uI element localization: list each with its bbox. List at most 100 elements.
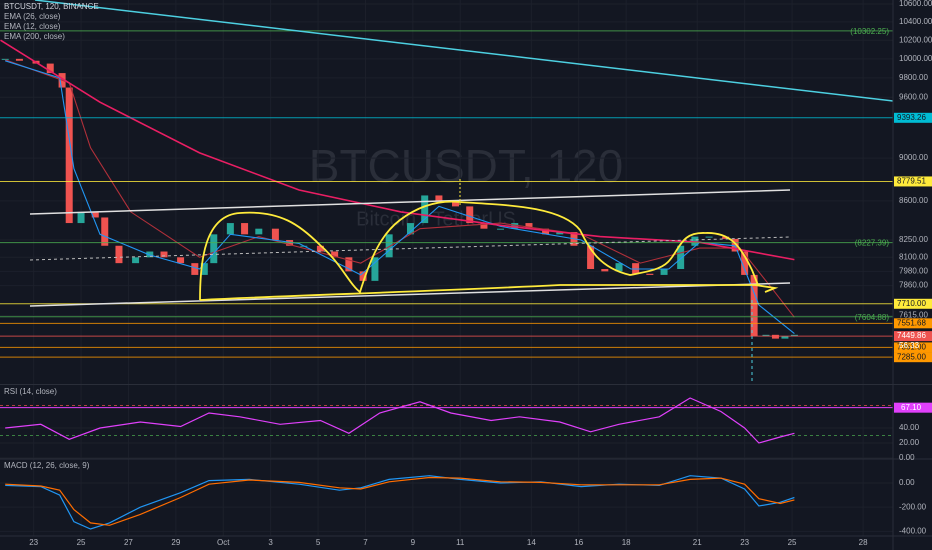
level-label: (8227.39): [855, 239, 890, 248]
candle: [210, 234, 218, 264]
y-tick-label: 10400.00: [899, 17, 932, 26]
candle: [255, 228, 263, 235]
candle: [15, 58, 23, 61]
candle: [132, 257, 140, 264]
price-tag: [894, 176, 932, 187]
candle: [1, 58, 9, 60]
pattern-drawing: [199, 200, 779, 301]
indicator-line: [5, 397, 795, 444]
candle: [705, 236, 713, 238]
price-tag: [894, 352, 932, 363]
candle: [406, 223, 414, 235]
candle: [65, 87, 73, 224]
candle: [271, 228, 279, 241]
x-tick-label: 11: [456, 538, 465, 547]
y-tick-label: 0.00: [899, 478, 915, 487]
x-tick-label: 7: [363, 538, 368, 547]
y-tick-label: 7615.00: [899, 311, 928, 320]
y-tick-label: 10600.00: [899, 0, 932, 8]
x-tick-label: 3: [268, 538, 273, 547]
candle: [542, 228, 550, 235]
candle: [750, 274, 758, 337]
candle: [385, 234, 393, 258]
marks: [0, 30, 893, 530]
macd-title: MACD (12, 26, close, 9): [4, 461, 90, 470]
price-tag: [894, 402, 932, 413]
candle: [191, 263, 199, 275]
legend-entry: EMA (12, close): [4, 22, 61, 31]
channel-mid: [29, 236, 791, 261]
candle: [556, 232, 564, 235]
watermark: BTCUSDT, 120: [309, 140, 623, 192]
candle: [371, 257, 379, 281]
y-tick-label: 9600.00: [899, 92, 928, 101]
candle: [226, 223, 234, 235]
candle: [316, 245, 324, 252]
candle: [435, 195, 443, 201]
x-tick-label: 14: [527, 538, 536, 547]
price-tag-label: 7285.00: [897, 352, 926, 361]
y-tick-label: 10000.00: [899, 54, 932, 63]
price-tag-label: 7361.00: [897, 343, 926, 352]
price-tag: [894, 342, 932, 353]
price-tag: [894, 318, 932, 329]
price-tag: [894, 331, 932, 342]
candle: [741, 251, 749, 275]
price-tag-label: 8779.51: [897, 177, 926, 186]
x-tick-label: 25: [77, 538, 86, 547]
candle: [762, 334, 770, 337]
candle: [480, 223, 488, 229]
candle: [615, 263, 623, 272]
y-tick-label: -400.00: [899, 526, 927, 535]
trend-line: [34, 0, 894, 102]
x-tick-label: 16: [574, 538, 583, 547]
x-tick-label: 25: [788, 538, 797, 547]
labels: BTCUSDT, 120, BINANCE RSI (14, close) MA…: [4, 0, 932, 547]
channel-bottom: [29, 282, 791, 307]
candle: [497, 228, 505, 230]
level-label: (10302.25): [850, 27, 889, 36]
candle: [115, 245, 123, 264]
candle: [345, 257, 353, 272]
candle: [781, 336, 789, 339]
price-tag-label: 67.10: [901, 403, 922, 412]
indicator-line: [5, 476, 795, 526]
y-tick-label: 8100.00: [899, 252, 928, 261]
candle: [466, 206, 474, 224]
symbol-title: BTCUSDT, 120, BINANCE: [4, 2, 99, 11]
candle: [160, 251, 168, 258]
price-tag-label: 7710.00: [897, 299, 926, 308]
candle: [601, 269, 609, 272]
y-tick-label: 20.00: [899, 438, 920, 447]
y-tick-label: 10200.00: [899, 35, 932, 44]
x-tick-label: 5: [316, 538, 321, 547]
y-tick-label: 7980.00: [899, 266, 928, 275]
y-tick-label: 8600.00: [899, 196, 928, 205]
x-tick-label: 29: [171, 538, 180, 547]
legend-entry: EMA (26, close): [4, 12, 61, 21]
y-tick-label: 7860.00: [899, 281, 928, 290]
y-tick-label: -200.00: [899, 502, 927, 511]
candle: [101, 217, 109, 246]
price-tag: [894, 112, 932, 123]
x-tick-label: 28: [859, 538, 868, 547]
candle: [660, 269, 668, 275]
candle: [77, 211, 85, 224]
candle: [421, 195, 429, 224]
level-label: (7604.88): [855, 313, 890, 322]
candle: [359, 271, 367, 281]
candle: [691, 236, 699, 246]
rsi-title: RSI (14, close): [4, 387, 57, 396]
candle: [91, 211, 99, 218]
candle: [525, 223, 533, 229]
candle: [177, 257, 185, 264]
candle: [200, 263, 208, 275]
price-tag: [894, 298, 932, 309]
candle: [46, 63, 54, 74]
candle: [632, 263, 640, 274]
candle: [722, 236, 730, 239]
x-tick-label: 9: [411, 538, 416, 547]
